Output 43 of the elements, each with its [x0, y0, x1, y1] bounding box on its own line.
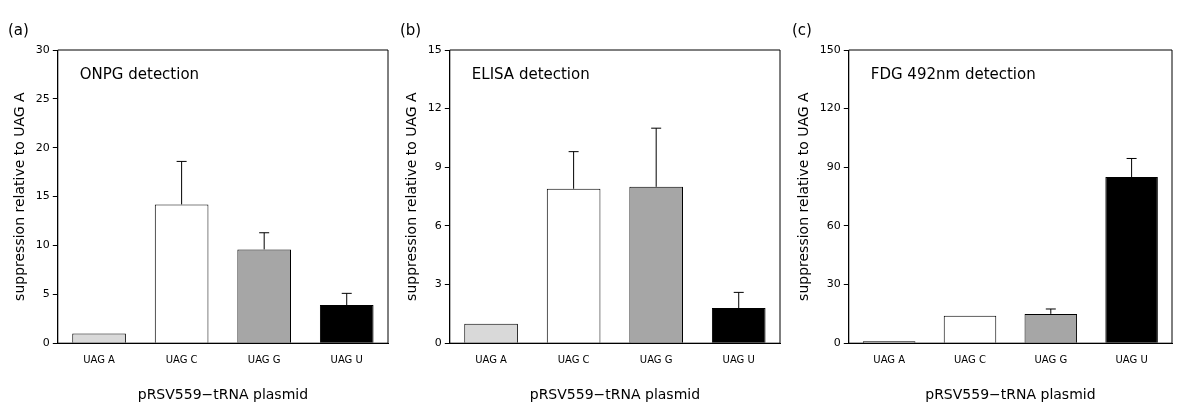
- y-tick-label: 30: [35, 42, 50, 56]
- x-tick-label: UAG A: [873, 353, 906, 365]
- y-tick-label: 20: [35, 140, 50, 154]
- y-tick-label: 90: [826, 160, 841, 174]
- y-tick-label: 120: [819, 101, 841, 115]
- y-axis-title: suppression relative to UAG A: [403, 91, 420, 301]
- x-tick-label: UAG A: [475, 353, 508, 365]
- y-tick-label: 3: [434, 277, 442, 291]
- x-axis-title: pRSV559−tRNA plasmid: [529, 386, 701, 403]
- y-tick-label: 0: [42, 336, 50, 350]
- y-tick-label: 0: [833, 336, 841, 350]
- y-tick-label: 15: [35, 189, 50, 203]
- x-tick-label: UAG G: [1034, 353, 1068, 365]
- y-tick-label: 30: [826, 277, 841, 291]
- x-tick-label: UAG C: [954, 353, 986, 365]
- y-tick-label: 150: [819, 42, 841, 56]
- x-axis-title: pRSV559−tRNA plasmid: [137, 386, 309, 403]
- x-axis-title: pRSV559−tRNA plasmid: [925, 386, 1096, 403]
- x-tick-label: UAG C: [557, 353, 590, 365]
- x-tick-label: UAG U: [1115, 353, 1148, 365]
- y-tick-label: 15: [427, 42, 442, 56]
- chart-title: (c): [792, 20, 812, 39]
- annotation: FDG 492nm detection: [870, 65, 1036, 84]
- x-tick-label: UAG U: [330, 353, 363, 365]
- annotation: ELISA detection: [471, 65, 590, 84]
- y-tick-label: 6: [434, 218, 442, 232]
- y-tick-label: 60: [826, 218, 841, 232]
- y-axis-title: suppression relative to UAG A: [11, 91, 28, 301]
- x-tick-label: UAG U: [722, 353, 755, 365]
- y-tick-label: 0: [434, 336, 442, 350]
- y-tick-label: 12: [427, 101, 442, 115]
- annotation: ONPG detection: [79, 65, 200, 84]
- x-tick-label: UAG A: [83, 353, 116, 365]
- y-tick-label: 9: [434, 160, 442, 174]
- x-tick-label: UAG C: [165, 353, 198, 365]
- chart-title: (a): [8, 20, 29, 39]
- x-tick-label: UAG G: [639, 353, 673, 365]
- y-tick-label: 25: [35, 91, 50, 105]
- y-tick-label: 10: [35, 238, 50, 252]
- chart-title: (b): [400, 20, 422, 39]
- x-tick-label: UAG G: [247, 353, 281, 365]
- y-tick-label: 5: [42, 287, 50, 301]
- y-axis-title: suppression relative to UAG A: [795, 91, 812, 301]
